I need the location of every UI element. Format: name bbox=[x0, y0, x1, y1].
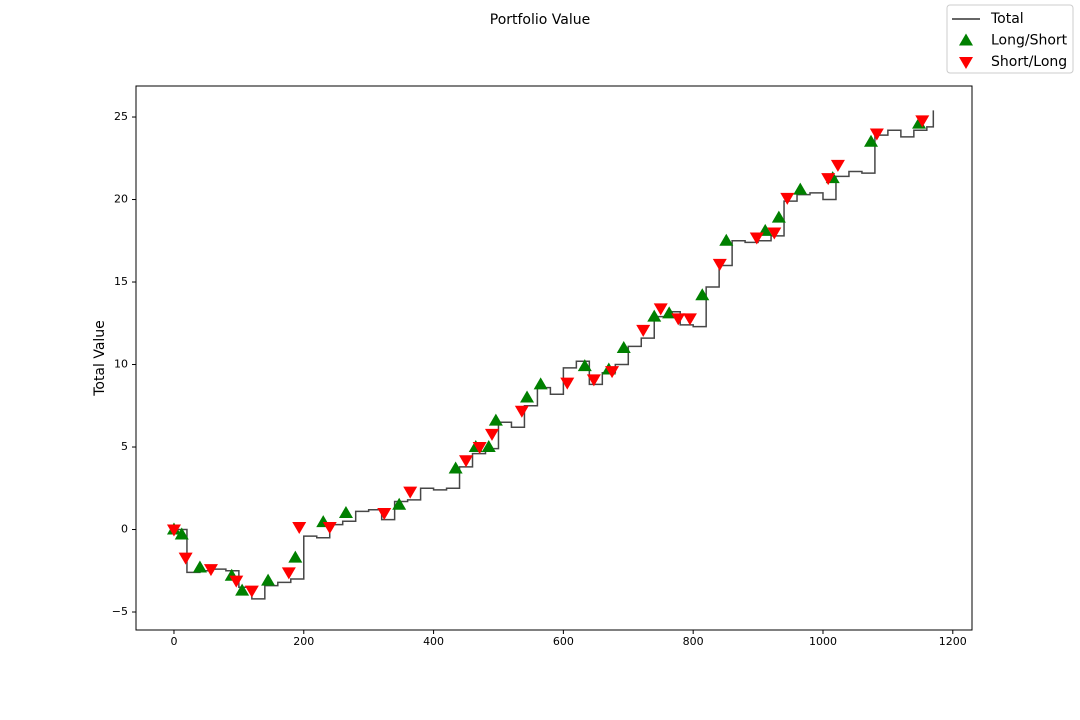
y-axis-label: Total Value bbox=[92, 320, 108, 397]
y-tick-label: 25 bbox=[114, 110, 128, 123]
total-line bbox=[173, 110, 935, 600]
signal-marker bbox=[448, 461, 463, 474]
signal-marker bbox=[695, 288, 710, 301]
signal-marker bbox=[514, 405, 529, 418]
signal-marker bbox=[864, 134, 879, 147]
signal-marker bbox=[488, 413, 503, 426]
signal-marker bbox=[682, 313, 697, 326]
signal-marker bbox=[244, 585, 259, 598]
signal-marker bbox=[472, 442, 487, 455]
signal-marker bbox=[793, 182, 808, 195]
x-tick-label: 1000 bbox=[809, 635, 837, 648]
signal-marker bbox=[261, 573, 276, 586]
x-tick-label: 200 bbox=[293, 635, 314, 648]
signal-marker bbox=[459, 455, 474, 468]
signal-marker bbox=[484, 428, 499, 441]
signal-marker bbox=[771, 210, 786, 223]
legend-marker bbox=[959, 57, 973, 69]
signal-marker bbox=[671, 313, 686, 326]
signal-marker bbox=[749, 232, 764, 245]
signal-marker bbox=[288, 550, 303, 563]
chart-title: Portfolio Value bbox=[490, 12, 591, 28]
signal-marker bbox=[292, 522, 307, 535]
signal-marker bbox=[174, 527, 189, 540]
signal-marker bbox=[712, 258, 727, 271]
axes-frame bbox=[135, 85, 973, 631]
signal-marker bbox=[719, 233, 734, 246]
y-tick-label: 15 bbox=[114, 275, 128, 288]
signal-marker bbox=[616, 341, 631, 354]
y-tick-label: 20 bbox=[114, 193, 128, 206]
signal-marker bbox=[780, 192, 795, 205]
signal-marker bbox=[647, 309, 662, 322]
signal-marker bbox=[166, 524, 181, 537]
x-tick-label: 600 bbox=[553, 635, 574, 648]
legend-label: Short/Long bbox=[991, 54, 1067, 70]
signal-marker bbox=[392, 497, 407, 510]
signal-marker bbox=[235, 583, 250, 596]
signal-marker bbox=[203, 564, 218, 577]
signal-marker bbox=[636, 324, 651, 337]
signal-marker bbox=[520, 390, 535, 403]
signal-marker bbox=[281, 567, 296, 580]
signal-marker bbox=[322, 522, 337, 535]
y-tick-label: −5 bbox=[112, 605, 128, 618]
legend-label: Long/Short bbox=[991, 33, 1068, 49]
signal-marker bbox=[481, 440, 496, 453]
signal-marker bbox=[869, 128, 884, 141]
signal-marker bbox=[605, 366, 620, 379]
signal-marker bbox=[178, 552, 193, 565]
signal-marker bbox=[767, 227, 782, 240]
signal-marker bbox=[821, 173, 836, 186]
x-tick-label: 800 bbox=[683, 635, 704, 648]
plot-area bbox=[166, 110, 935, 600]
y-tick-label: 5 bbox=[121, 440, 128, 453]
legend-box bbox=[946, 4, 1074, 74]
x-tick-label: 400 bbox=[423, 635, 444, 648]
signal-marker bbox=[533, 377, 548, 390]
y-tick-label: 0 bbox=[121, 523, 128, 536]
y-tick-label: 10 bbox=[114, 358, 128, 371]
signal-marker bbox=[377, 508, 392, 521]
legend: Total Long/Short Short/Long bbox=[946, 4, 1074, 74]
legend-label: Total bbox=[990, 11, 1024, 27]
signal-marker bbox=[338, 506, 353, 519]
signal-marker bbox=[915, 115, 930, 128]
signal-marker bbox=[229, 575, 244, 588]
signal-marker bbox=[653, 303, 668, 316]
signal-marker bbox=[192, 560, 207, 573]
legend-marker bbox=[959, 33, 973, 46]
signal-marker bbox=[830, 159, 845, 172]
x-tick-label: 1200 bbox=[939, 635, 967, 648]
x-tick-label: 0 bbox=[170, 635, 177, 648]
signal-marker bbox=[577, 359, 592, 372]
signal-marker bbox=[403, 486, 418, 499]
signal-marker bbox=[560, 377, 575, 390]
signal-marker bbox=[586, 374, 601, 387]
